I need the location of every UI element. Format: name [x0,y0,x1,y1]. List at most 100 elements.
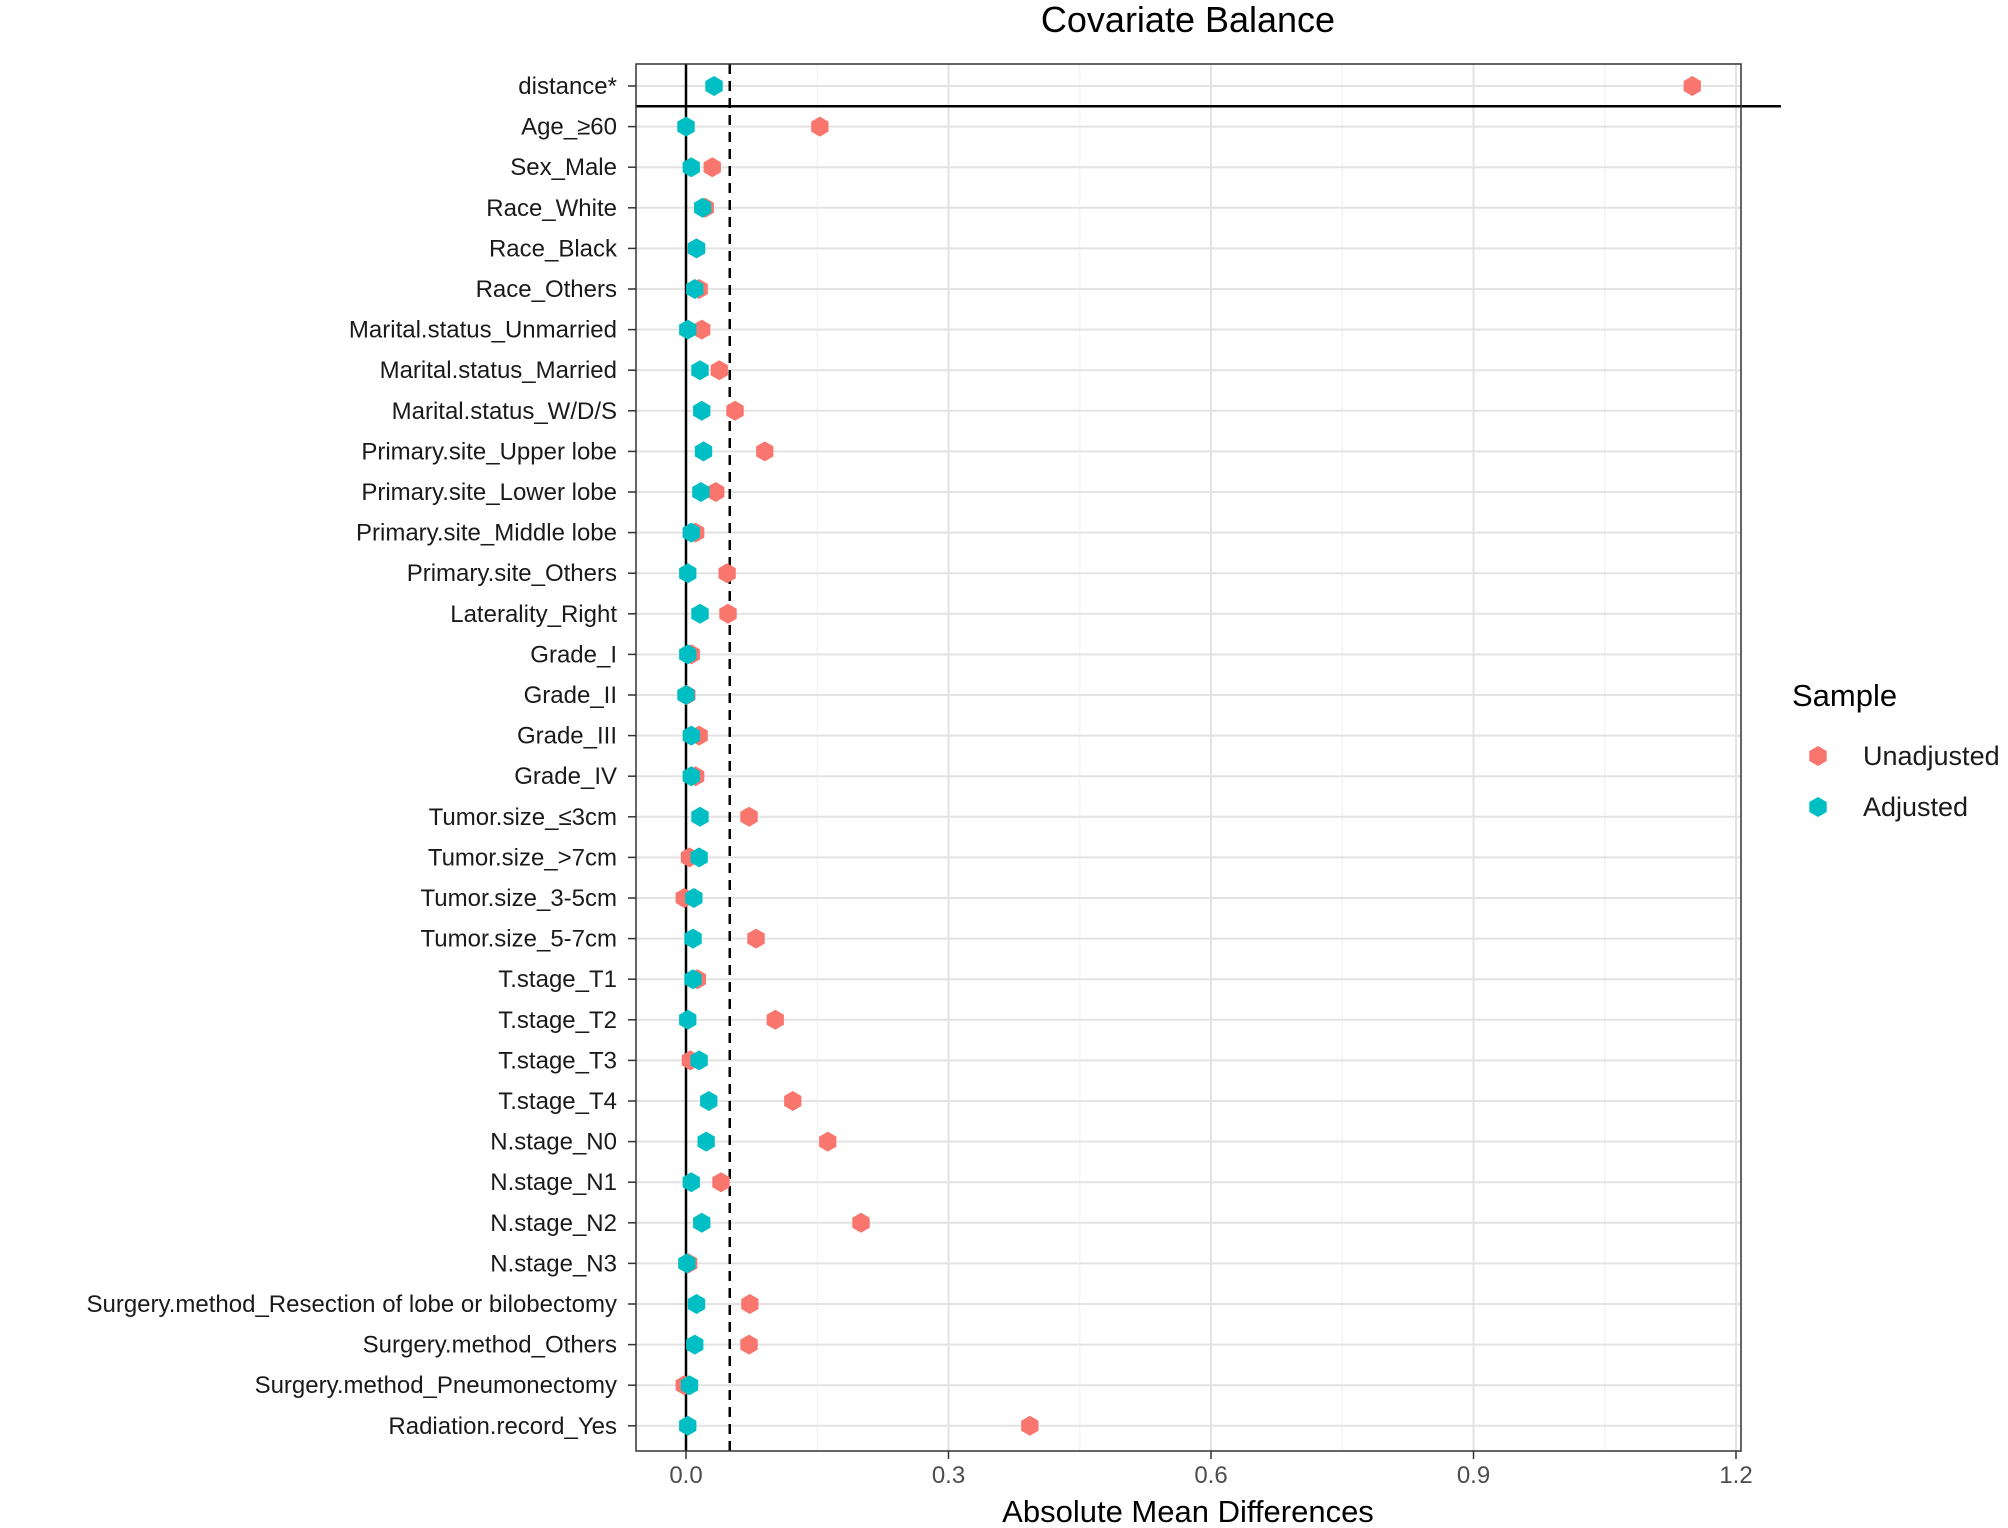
y-tick-label: N.stage_N2 [490,1210,617,1237]
y-tick-label: Race_Others [476,276,617,303]
y-axis-labels: distance* Age_≥60 Sex_Male Race_White Race_B… [86,73,636,1440]
point-unadjusted [710,360,728,381]
y-tick-label: Marital.status_Married [380,357,617,384]
point-unadjusted [703,157,721,178]
point-unadjusted [756,441,774,462]
point-adjusted [694,197,712,218]
point-adjusted [677,685,695,705]
point-adjusted [685,888,703,908]
y-tick-label: Grade_II [524,682,617,709]
point-unadjusted [747,928,765,949]
point-adjusted [700,1091,718,1111]
y-tick-label: T.stage_T4 [498,1088,617,1115]
point-adjusted [686,1334,704,1355]
point-adjusted [684,969,702,990]
y-tick-label: Primary.site_Lower lobe [361,479,617,506]
legend: Sample Unadjusted Adjusted [1792,678,2000,822]
y-tick-label: Marital.status_Unmarried [349,317,617,344]
y-tick-label: Surgery.method_Others [363,1332,617,1359]
point-adjusted [687,238,706,259]
y-tick-label: Surgery.method_Pneumonectomy [255,1372,617,1399]
point-adjusted [682,1172,700,1193]
point-unadjusted [819,1131,837,1152]
point-adjusted [686,279,704,299]
point-adjusted [690,847,708,868]
x-tick-label: 1.2 [1719,1462,1752,1489]
y-tick-label: Tumor.size_>7cm [428,844,617,871]
y-tick-label: N.stage_N1 [490,1169,617,1196]
point-adjusted [687,1294,706,1314]
legend-key-unadjusted [1809,746,1827,766]
point-adjusted [682,522,700,543]
y-tick-label: Primary.site_Upper lobe [361,438,617,465]
x-tick-label: 0.6 [1194,1462,1227,1489]
y-tick-label: Primary.site_Middle lobe [356,520,617,547]
point-unadjusted [766,1009,784,1030]
point-unadjusted [1021,1415,1039,1436]
point-adjusted [692,482,710,502]
y-tick-label: N.stage_N3 [490,1250,617,1277]
legend-items: Unadjusted Adjusted [1809,741,2000,822]
y-tick-label: T.stage_T2 [498,1007,617,1034]
y-tick-label: Tumor.size_≤3cm [429,804,617,831]
point-adjusted [691,806,709,827]
point-unadjusted [741,1294,759,1314]
y-tick-label: Marital.status_W/D/S [392,398,617,425]
point-unadjusted [1683,76,1701,96]
point-adjusted [680,1375,699,1396]
y-tick-label: T.stage_T1 [498,966,617,993]
legend-key-adjusted [1809,797,1827,817]
point-adjusted [678,1253,696,1274]
point-adjusted [693,1212,711,1233]
reference-lines [636,64,1781,1451]
point-adjusted [691,360,709,381]
legend-title: Sample [1792,678,1897,713]
y-tick-label: Grade_I [530,641,617,668]
point-unadjusted [712,1172,730,1193]
point-adjusted [690,1050,708,1071]
x-axis-title: Absolute Mean Differences [1002,1494,1374,1528]
point-unadjusted [852,1212,870,1233]
point-adjusted [697,1131,715,1152]
point-adjusted [679,644,697,665]
x-tick-label: 0.9 [1457,1462,1490,1489]
y-tick-label: Sex_Male [510,154,617,181]
x-tick-label: 0.0 [669,1462,702,1489]
y-tick-label: Primary.site_Others [407,560,617,587]
point-unadjusted [719,603,737,624]
point-adjusted [693,400,711,421]
y-tick-label: Age_≥60 [521,114,617,141]
plot-panel [636,64,1741,1451]
legend-label-adjusted: Adjusted [1863,792,1968,822]
y-tick-label: Race_Black [489,235,618,262]
x-axis-ticks: 0.0 0.3 0.6 0.9 1.2 [669,1451,1753,1489]
point-adjusted [679,1009,697,1030]
plot-border [635,63,1742,1452]
y-tick-label: Surgery.method_Resection of lobe or bilo… [86,1291,617,1318]
y-tick-label: Race_White [486,195,617,222]
y-tick-label: Tumor.size_3-5cm [421,885,618,912]
point-adjusted [679,1415,697,1436]
point-unadjusted [693,319,711,340]
point-unadjusted [740,1334,758,1355]
point-adjusted [679,319,697,340]
point-adjusted [705,76,723,96]
point-unadjusted [811,116,829,137]
point-adjusted [694,441,713,462]
point-adjusted [682,157,700,178]
point-unadjusted [726,400,744,421]
point-adjusted [677,116,695,137]
y-tick-label: Tumor.size_5-7cm [421,926,618,953]
legend-label-unadjusted: Unadjusted [1863,741,2000,771]
y-tick-label: N.stage_N0 [490,1129,617,1156]
grid-layer [636,64,1741,1451]
point-adjusted [684,928,702,949]
y-tick-label: Grade_III [517,723,617,750]
point-adjusted [679,563,697,584]
y-tick-label: T.stage_T3 [498,1047,617,1074]
point-unadjusted [718,563,736,584]
point-unadjusted [740,806,758,827]
point-unadjusted [707,482,725,502]
point-adjusted [691,603,709,624]
